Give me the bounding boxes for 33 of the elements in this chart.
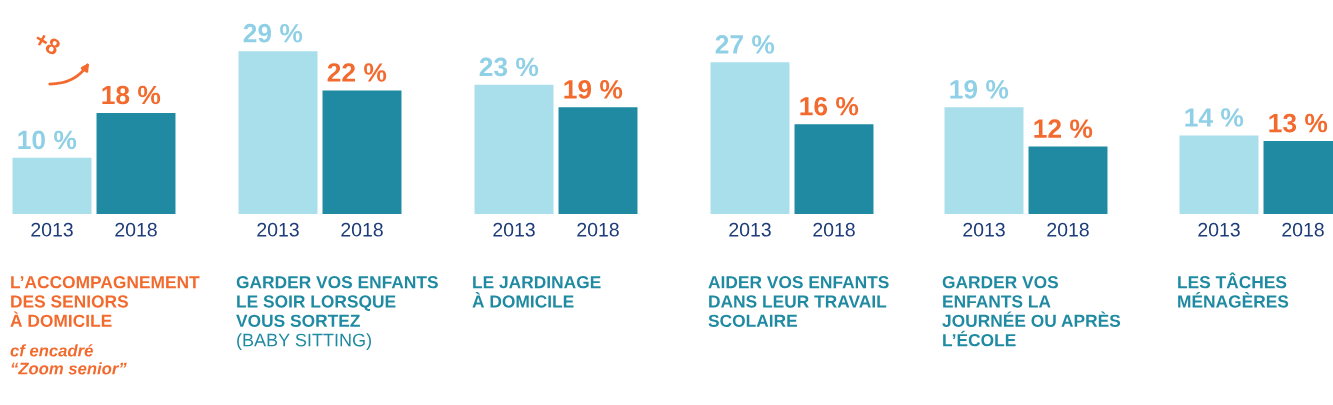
x-tick-label: 2013 xyxy=(257,222,299,237)
data-label: 10 % xyxy=(18,130,77,150)
x-tick-label: 2013 xyxy=(1198,222,1240,237)
data-label: 22 % xyxy=(327,63,387,82)
data-label: 27 % xyxy=(715,35,775,54)
data-label: 13 % xyxy=(1269,113,1328,133)
x-tick-label: 2018 xyxy=(115,222,157,237)
x-tick-label: 2018 xyxy=(577,222,619,237)
text: LES TÂCHES MÉNAGÈRES xyxy=(1178,272,1289,308)
x-tick-label: 2018 xyxy=(1047,222,1089,237)
text: LE JARDINAGE À DOMICILE xyxy=(472,276,601,308)
text: GARDER VOS ENFANTS LA JOURNÉE OU APRÈS L’ÉCOLE xyxy=(942,276,1121,347)
text: L’ACCOMPAGNEMENT DES SENIORS À DOMICILE xyxy=(10,276,200,327)
data-label: 16 % xyxy=(800,96,859,116)
x-tick-label: 2013 xyxy=(31,222,73,237)
data-label: 29 % xyxy=(243,23,303,43)
data-label: 19 % xyxy=(950,80,1009,99)
text: GARDER VOS ENFANTS LE SOIR LORSQUE VOUS SORTEZ xyxy=(236,276,438,327)
data-label: 18 % xyxy=(102,85,161,105)
x-tick-label: 2018 xyxy=(1282,222,1324,237)
data-label: 12 % xyxy=(1034,119,1093,138)
data-label: 23 % xyxy=(479,57,539,77)
text: AIDER VOS ENFANTS DANS LEUR TRAVAIL SCOLAIRE xyxy=(708,276,889,327)
x-tick-label: 2013 xyxy=(729,222,771,237)
x-tick-label: 2013 xyxy=(493,222,535,237)
x-tick-label: 2018 xyxy=(341,222,383,237)
x-tick-label: 2018 xyxy=(813,222,855,237)
text: (BABY SITTING) xyxy=(237,333,371,350)
data-label: 14 % xyxy=(1185,108,1244,127)
data-label: 19 % xyxy=(564,80,623,99)
x-tick-label: 2013 xyxy=(963,222,1005,237)
text: cf encadré “Zoom senior” xyxy=(10,344,127,375)
text: +8 xyxy=(33,30,62,56)
